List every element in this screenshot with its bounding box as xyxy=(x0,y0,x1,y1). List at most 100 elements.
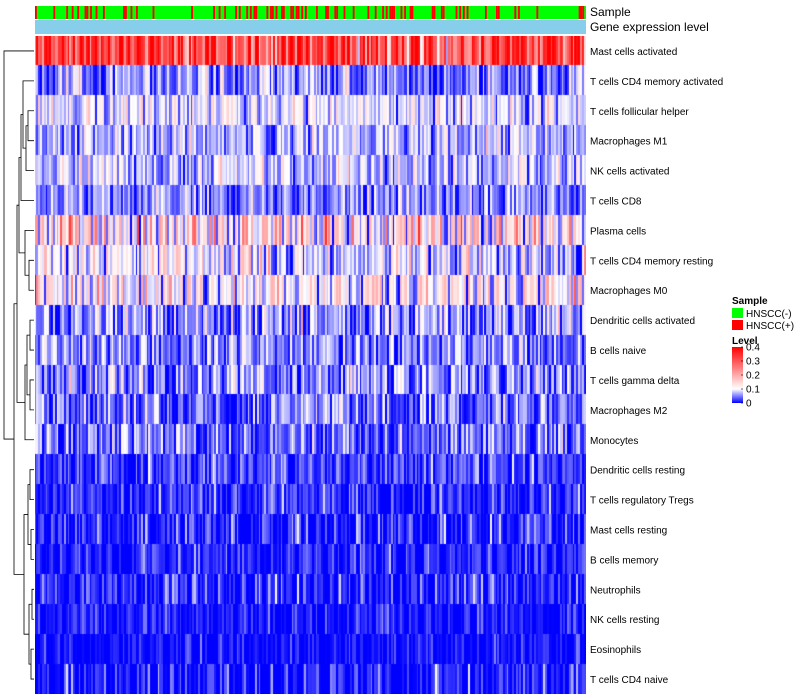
sample-annotation-cell xyxy=(400,6,403,19)
dendrogram-branch xyxy=(25,125,34,171)
column-annotations: Sample Gene expression level xyxy=(35,5,709,34)
sample-annotation-cell xyxy=(389,6,392,19)
sample-annotation-cell xyxy=(459,6,462,19)
sample-annotation-cell xyxy=(270,6,272,19)
sample-annotation-cell xyxy=(238,6,241,19)
sample-annotation-cell xyxy=(125,6,127,19)
dendrogram-branch xyxy=(22,80,34,149)
sample-annotation-cell xyxy=(281,6,283,19)
sample-annotation-cell xyxy=(440,6,443,19)
sample-annotation-cell xyxy=(393,6,395,19)
sample-annotation-cell xyxy=(343,6,346,19)
legend-label-hnscc-neg: HNSCC(-) xyxy=(746,309,792,320)
sample-annotation-cell xyxy=(462,6,465,19)
sample-annotation-cell xyxy=(497,6,500,19)
sample-annotation-label: Sample xyxy=(590,5,631,19)
sample-bar-background xyxy=(35,6,586,19)
sample-annotation-cell xyxy=(382,6,384,19)
row-label: T cells CD4 memory resting xyxy=(590,256,713,267)
sample-annotation-cell xyxy=(84,6,87,19)
sample-annotation-cell xyxy=(536,6,539,19)
legend-tick-label: 0 xyxy=(746,399,752,410)
sample-annotation-cell xyxy=(53,6,56,19)
dendrogram-branch xyxy=(24,230,34,276)
row-label: NK cells activated xyxy=(590,167,669,178)
dendrogram-branch xyxy=(13,303,24,575)
legend-ticks: 0 0.1 0.2 0.3 0.4 xyxy=(741,343,760,410)
legend-label-hnscc-pos: HNSCC(+) xyxy=(746,321,794,332)
sample-annotation-cell xyxy=(367,6,370,19)
row-label: Monocytes xyxy=(590,436,638,447)
row-label: B cells naive xyxy=(590,346,647,357)
row-label: Mast cells resting xyxy=(590,526,667,537)
legend: Sample HNSCC(-) HNSCC(+) Level 0 0.1 0.2 0.… xyxy=(732,296,794,410)
sample-annotation-cell xyxy=(352,6,355,19)
row-label: Plasma cells xyxy=(590,226,646,237)
heatmap-cells xyxy=(35,36,586,694)
dendrogram-branch xyxy=(28,603,32,665)
sample-annotation-cell xyxy=(409,6,412,19)
sample-annotation-cell xyxy=(224,6,227,19)
sample-annotation-cell xyxy=(518,6,520,19)
row-label: Eosinophils xyxy=(590,645,641,656)
legend-swatch-hnscc-pos xyxy=(732,320,743,330)
sample-annotation-cell xyxy=(235,6,238,19)
sample-annotation-cell xyxy=(136,6,138,19)
row-label: B cells memory xyxy=(590,555,658,566)
dendrogram-branch xyxy=(16,204,25,403)
dendrogram-branch xyxy=(27,110,34,142)
row-label: Neutrophils xyxy=(590,585,641,596)
sample-annotation-cell xyxy=(35,6,37,19)
row-label: Macrophages M1 xyxy=(590,137,668,148)
dendrogram-branch xyxy=(31,588,34,620)
sample-annotation-cell xyxy=(255,6,258,19)
sample-annotation-cell xyxy=(316,6,318,19)
sample-annotation-cell xyxy=(152,6,155,19)
row-label: T cells CD4 naive xyxy=(590,675,669,686)
row-label: Macrophages M0 xyxy=(590,286,668,297)
sample-annotation-cell xyxy=(253,6,256,19)
sample-annotation-cell xyxy=(466,6,469,19)
sample-annotation-cell xyxy=(77,6,80,19)
sample-annotation-cell xyxy=(442,6,445,19)
sample-annotation-cell xyxy=(433,6,436,19)
sample-annotation-cell xyxy=(391,6,394,19)
dendrogram-root xyxy=(3,50,34,440)
sample-annotation-cell xyxy=(218,6,221,19)
gene-expression-annotation-bar xyxy=(35,20,586,34)
sample-annotation-cell xyxy=(514,6,517,19)
sample-annotation-cell xyxy=(266,6,269,19)
row-label: Mast cells activated xyxy=(590,47,677,58)
sample-annotation-cell xyxy=(431,6,434,19)
sample-annotation-cell xyxy=(327,6,329,19)
row-label: Dendritic cells resting xyxy=(590,466,685,477)
dendrogram-branch xyxy=(30,648,34,680)
row-label: T cells CD8 xyxy=(590,197,642,208)
row-label: Dendritic cells activated xyxy=(590,316,695,327)
sample-annotation-cell xyxy=(301,6,304,19)
sample-annotation-cell xyxy=(455,6,458,19)
sample-annotation-cell xyxy=(404,6,407,19)
dendrogram-branch xyxy=(24,364,34,441)
sample-annotation-cell xyxy=(290,6,293,19)
sample-annotation-cell xyxy=(271,6,274,19)
row-label: T cells regulatory Tregs xyxy=(590,496,694,507)
sample-annotation-cell xyxy=(275,6,278,19)
sample-annotation-cell xyxy=(580,6,583,19)
sample-annotation-cell xyxy=(304,6,307,19)
row-label: Macrophages M2 xyxy=(590,406,668,417)
sample-annotation-cell xyxy=(249,6,252,19)
row-label: NK cells resting xyxy=(590,615,659,626)
sample-annotation-cell xyxy=(334,6,337,19)
dendrogram-branch xyxy=(29,469,34,500)
sample-annotation-cell xyxy=(578,6,581,19)
sample-annotation-cell xyxy=(582,6,585,19)
legend-tick-label: 0.2 xyxy=(746,371,760,382)
legend-tick-label: 0.1 xyxy=(746,385,760,396)
legend-sample-title: Sample xyxy=(732,296,768,307)
sample-annotation-cell xyxy=(66,6,69,19)
legend-tick-label: 0.4 xyxy=(746,343,760,354)
sample-annotation-cell xyxy=(336,6,339,19)
legend-swatch-hnscc-neg xyxy=(732,308,743,318)
